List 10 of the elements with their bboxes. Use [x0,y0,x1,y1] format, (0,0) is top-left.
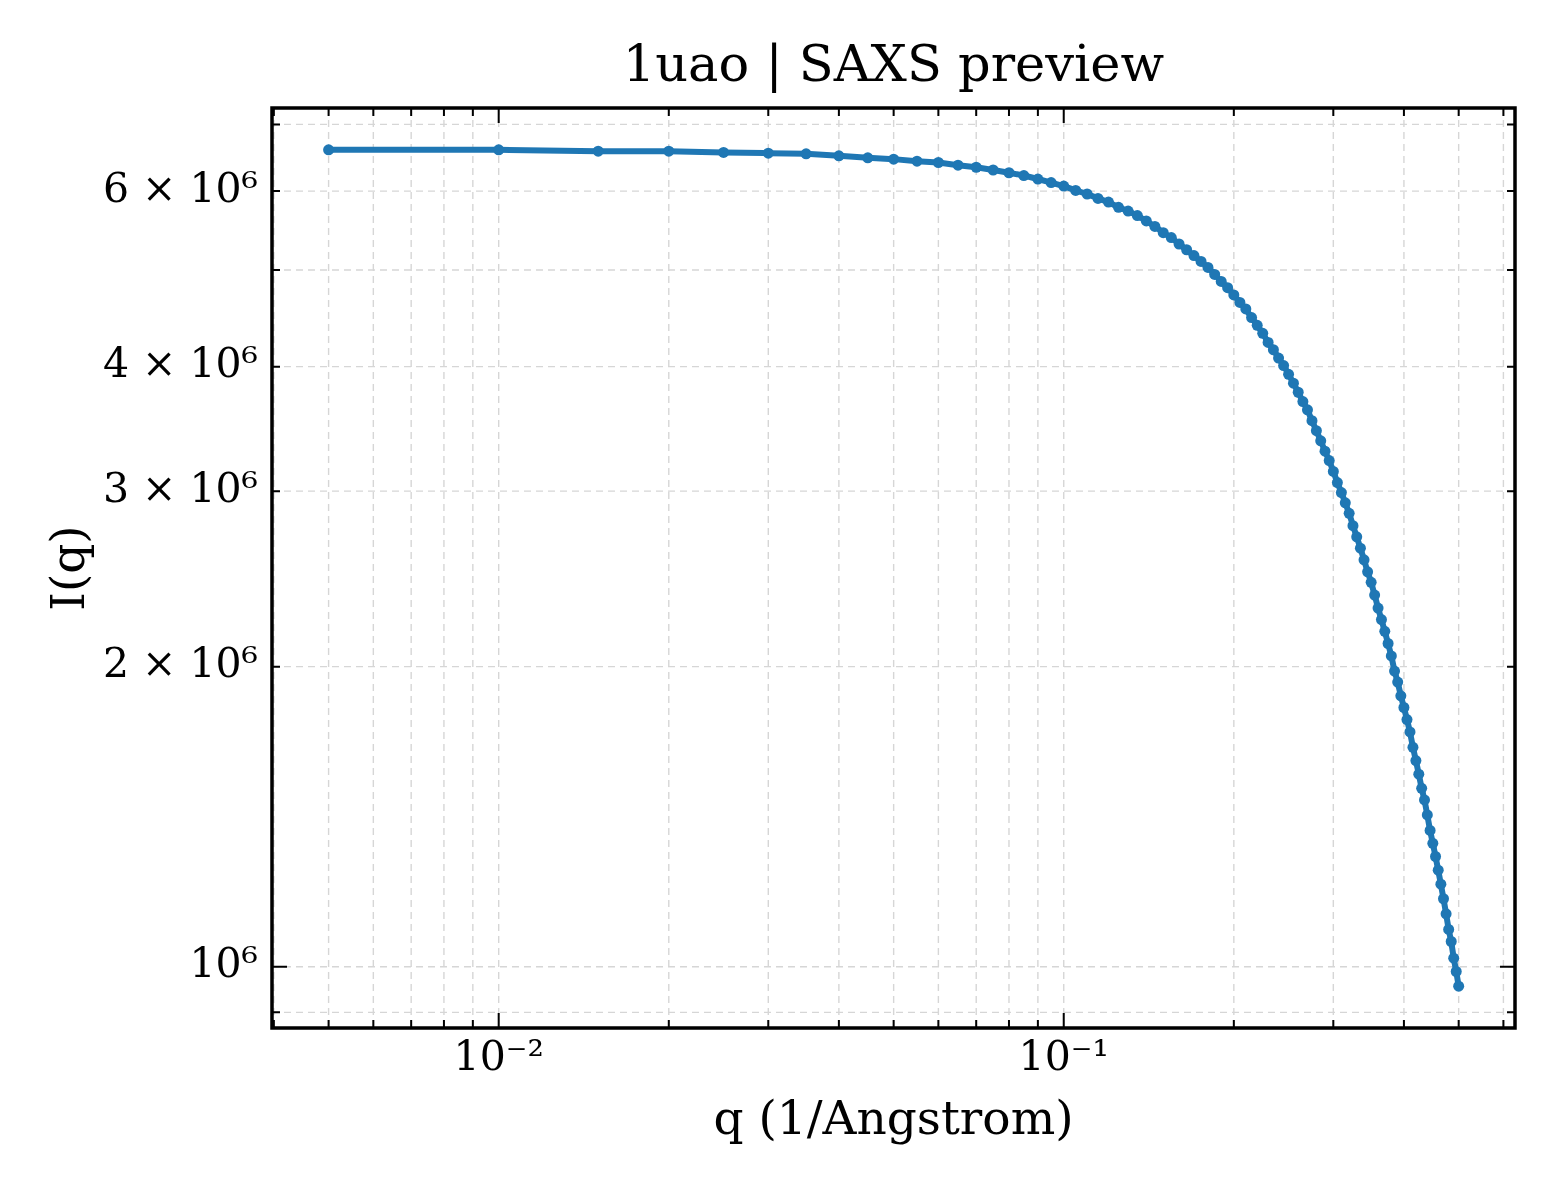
x-tick-label: 10⁻¹ [1018,1032,1109,1081]
y-tick-label: 10⁶ [189,939,258,988]
x-axis-title: q (1/Angstrom) [713,1090,1074,1146]
x-tick-label: 10⁻² [453,1032,544,1081]
y-tick-label: 4 × 10⁶ [102,339,258,388]
y-tick-label: 6 × 10⁶ [102,163,258,212]
y-tick-label: 2 × 10⁶ [102,639,258,688]
chart-title: 1uao | SAXS preview [622,34,1165,94]
y-axis-title: I(q) [40,525,96,611]
y-tick-label: 3 × 10⁶ [102,463,258,512]
